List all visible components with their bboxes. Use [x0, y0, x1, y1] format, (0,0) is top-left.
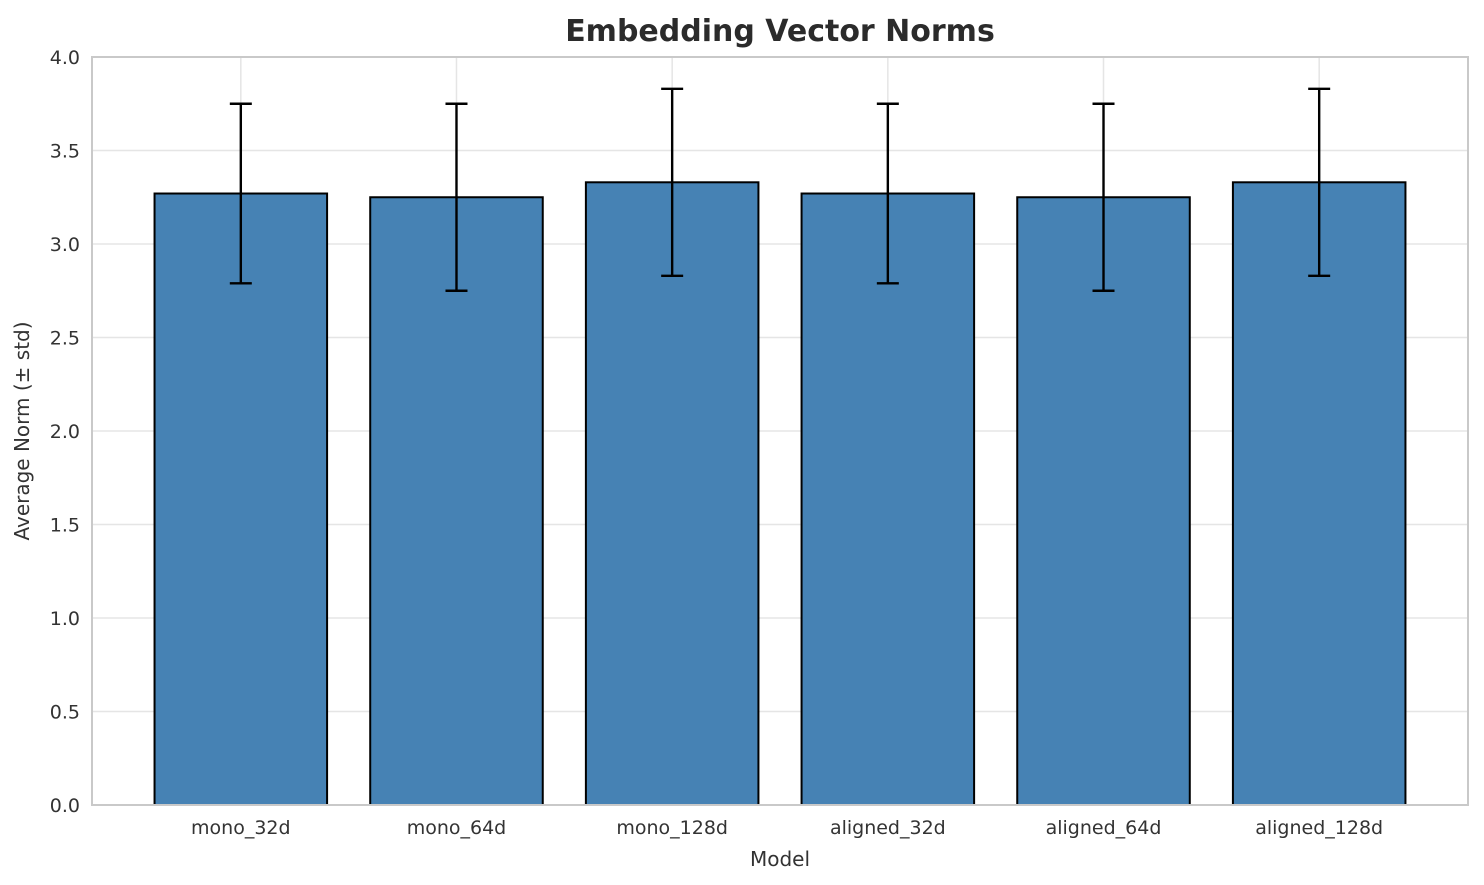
chart-title: Embedding Vector Norms — [565, 14, 995, 49]
y-tick-label: 3.5 — [50, 141, 80, 163]
x-tick-label-aligned_128d: aligned_128d — [1255, 817, 1383, 839]
y-tick-label: 2.5 — [50, 328, 80, 350]
bar-mono_64d — [369, 196, 544, 806]
error-bar-mono_32d — [229, 102, 252, 285]
y-tick-label: 0.5 — [50, 702, 80, 724]
y-tick-label: 0.0 — [50, 795, 80, 817]
error-bar-aligned_64d — [1092, 102, 1115, 292]
y-tick-labels: 0.0 0.5 1.0 1.5 2.0 2.5 3.0 3.5 4.0 — [50, 47, 80, 817]
x-tick-labels: mono_32d mono_64d mono_128d aligned_32d alig… — [191, 817, 1383, 839]
error-bar-mono_64d — [445, 102, 468, 292]
error-bar-aligned_128d — [1308, 87, 1331, 277]
x-tick-label-aligned_32d: aligned_32d — [830, 817, 946, 839]
y-tick-label: 2.0 — [50, 421, 80, 443]
y-tick-label: 3.0 — [50, 234, 80, 256]
x-axis-title: Model — [750, 847, 810, 871]
error-bar-aligned_32d — [876, 102, 899, 285]
axes-spines — [91, 56, 1469, 806]
bar-mono_32d — [153, 192, 329, 806]
x-tick-label-aligned_64d: aligned_64d — [1046, 817, 1162, 839]
x-tick-label-mono_64d: mono_64d — [407, 817, 507, 839]
x-tick-label-mono_32d: mono_32d — [191, 817, 291, 839]
y-tick-label: 1.5 — [50, 515, 80, 537]
x-tick-label-mono_128d: mono_128d — [616, 817, 728, 839]
y-axis-title: Average Norm (± std) — [10, 321, 34, 540]
y-tick-label: 1.0 — [50, 608, 80, 630]
y-tick-label: 4.0 — [50, 47, 80, 69]
bar-aligned_128d — [1231, 181, 1407, 807]
bar-mono_128d — [584, 181, 760, 807]
error-bars — [229, 87, 1331, 292]
bar-aligned_32d — [800, 192, 976, 806]
error-bar-mono_128d — [661, 87, 684, 277]
bar-aligned_64d — [1016, 196, 1191, 806]
bars — [153, 181, 1407, 807]
